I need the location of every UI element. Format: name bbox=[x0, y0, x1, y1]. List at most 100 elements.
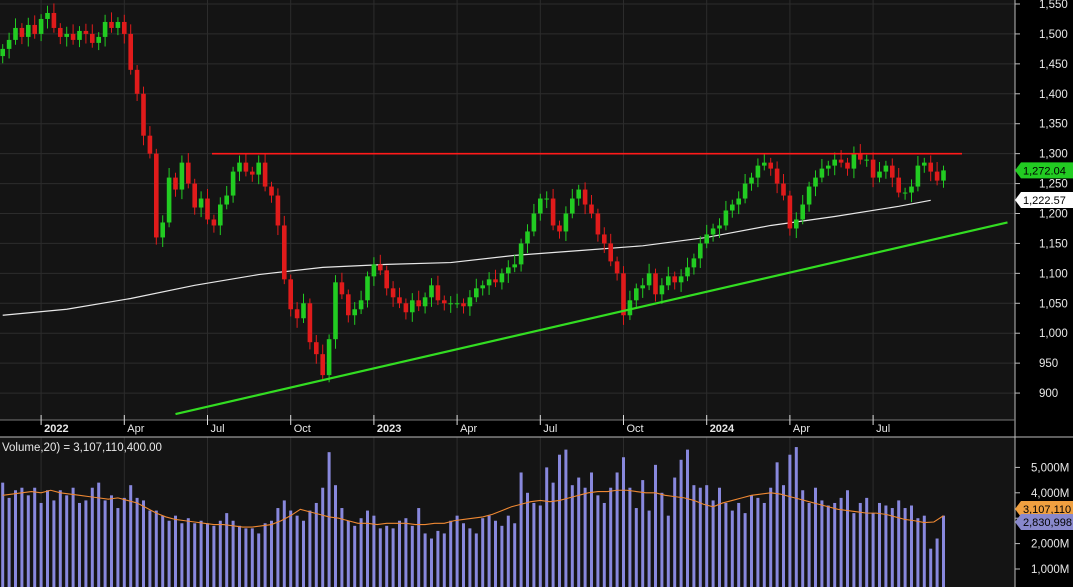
volume-bar bbox=[558, 454, 561, 587]
y-tick-label: 1,150 bbox=[1039, 238, 1068, 250]
candle-body bbox=[627, 300, 633, 316]
candle-body bbox=[282, 225, 287, 280]
volume-bar bbox=[673, 477, 677, 587]
volume-bar bbox=[52, 500, 56, 587]
volume-bar bbox=[193, 523, 197, 587]
candle-body bbox=[845, 162, 850, 169]
candle-body bbox=[45, 12, 50, 19]
volume-bar bbox=[583, 487, 587, 587]
candle-body bbox=[794, 219, 799, 229]
candle-body bbox=[698, 243, 703, 259]
candle-body bbox=[851, 153, 857, 169]
candle-body bbox=[506, 267, 511, 274]
candle-body bbox=[454, 303, 460, 305]
volume-ma-line bbox=[2, 489, 944, 528]
y-tick-label: 1,050 bbox=[1039, 298, 1068, 310]
volume-bar bbox=[916, 518, 920, 587]
volume-bar bbox=[711, 500, 715, 587]
candle-body bbox=[141, 93, 146, 136]
volume-bar bbox=[660, 492, 664, 587]
volume-bar bbox=[839, 497, 843, 587]
candle-body bbox=[83, 30, 89, 34]
candle-body bbox=[301, 303, 306, 319]
candle-body bbox=[742, 183, 748, 199]
volume-bar bbox=[84, 500, 88, 587]
volume-bar bbox=[564, 449, 568, 587]
volume-bar bbox=[878, 502, 881, 587]
volume-bar bbox=[654, 464, 657, 587]
candle-body bbox=[26, 24, 31, 37]
volume-bar bbox=[494, 520, 497, 587]
volume-bar bbox=[686, 449, 689, 587]
volume-bar bbox=[180, 523, 184, 587]
candle-body bbox=[838, 159, 844, 163]
volume-bar bbox=[116, 508, 120, 587]
candle-body bbox=[384, 270, 389, 289]
candle-body bbox=[800, 204, 805, 220]
volume-bar bbox=[852, 513, 856, 587]
volume-bar bbox=[730, 510, 734, 587]
candle-body bbox=[77, 30, 82, 40]
volume-bar bbox=[500, 525, 504, 587]
candle-body bbox=[250, 171, 255, 175]
volume-bar bbox=[238, 525, 241, 587]
candle-body bbox=[262, 162, 268, 187]
candle-body bbox=[224, 195, 229, 205]
candle-body bbox=[634, 288, 639, 301]
x-tick-label: Oct bbox=[627, 423, 644, 435]
candle-body bbox=[736, 198, 741, 205]
candle-body bbox=[640, 285, 645, 289]
volume-bar bbox=[225, 513, 229, 587]
volume-bar bbox=[161, 515, 165, 587]
volume-bar bbox=[148, 510, 152, 587]
volume-bar bbox=[775, 462, 779, 587]
volume-bar bbox=[922, 515, 926, 587]
candle-body bbox=[922, 162, 927, 166]
volume-bar bbox=[622, 457, 625, 587]
volume-bar bbox=[538, 505, 542, 587]
volume-bar bbox=[110, 495, 113, 587]
volume-bar bbox=[455, 515, 459, 587]
volume-value-badge-label: 3,107,110 bbox=[1023, 504, 1071, 516]
candle-body bbox=[570, 198, 575, 214]
volume-bar bbox=[545, 467, 549, 587]
volume-bar bbox=[20, 487, 24, 587]
candle-body bbox=[32, 24, 37, 34]
candle-body bbox=[173, 177, 178, 190]
volume-ma-badge-label: 2,830,998 bbox=[1023, 517, 1072, 529]
volume-bar bbox=[929, 548, 933, 587]
x-tick-label: 2022 bbox=[44, 423, 68, 435]
volume-bar bbox=[487, 515, 491, 587]
annotation-lines bbox=[175, 152, 1008, 416]
volume-bar bbox=[577, 477, 581, 587]
candle-body bbox=[326, 339, 332, 376]
volume-bar bbox=[743, 513, 747, 587]
candle-body bbox=[134, 69, 140, 94]
volume-bar bbox=[609, 487, 613, 587]
volume-bar bbox=[666, 515, 670, 587]
candle-body bbox=[691, 258, 697, 268]
volume-bar bbox=[372, 515, 376, 587]
volume-bar bbox=[532, 502, 536, 587]
volume-bar bbox=[596, 495, 600, 587]
volume-bar bbox=[865, 497, 869, 587]
candle-body bbox=[723, 210, 729, 226]
volume-bar bbox=[129, 485, 133, 587]
volume-bar bbox=[231, 520, 235, 587]
volume-bar bbox=[398, 520, 401, 587]
volume-bar bbox=[474, 533, 478, 587]
volume-bar bbox=[122, 497, 126, 587]
candle-body bbox=[442, 300, 447, 304]
candle-body bbox=[64, 33, 69, 37]
candle-body bbox=[205, 198, 210, 220]
candlesticks bbox=[0, 3, 946, 383]
volume-bar bbox=[513, 523, 517, 587]
volume-bar bbox=[174, 515, 177, 587]
candle-body bbox=[403, 303, 409, 313]
volume-bar bbox=[346, 520, 350, 587]
volume-moving-average bbox=[2, 489, 944, 528]
volume-bar bbox=[634, 508, 638, 587]
volume-bar bbox=[807, 502, 811, 587]
candle-body bbox=[730, 204, 735, 211]
candle-body bbox=[941, 170, 946, 181]
